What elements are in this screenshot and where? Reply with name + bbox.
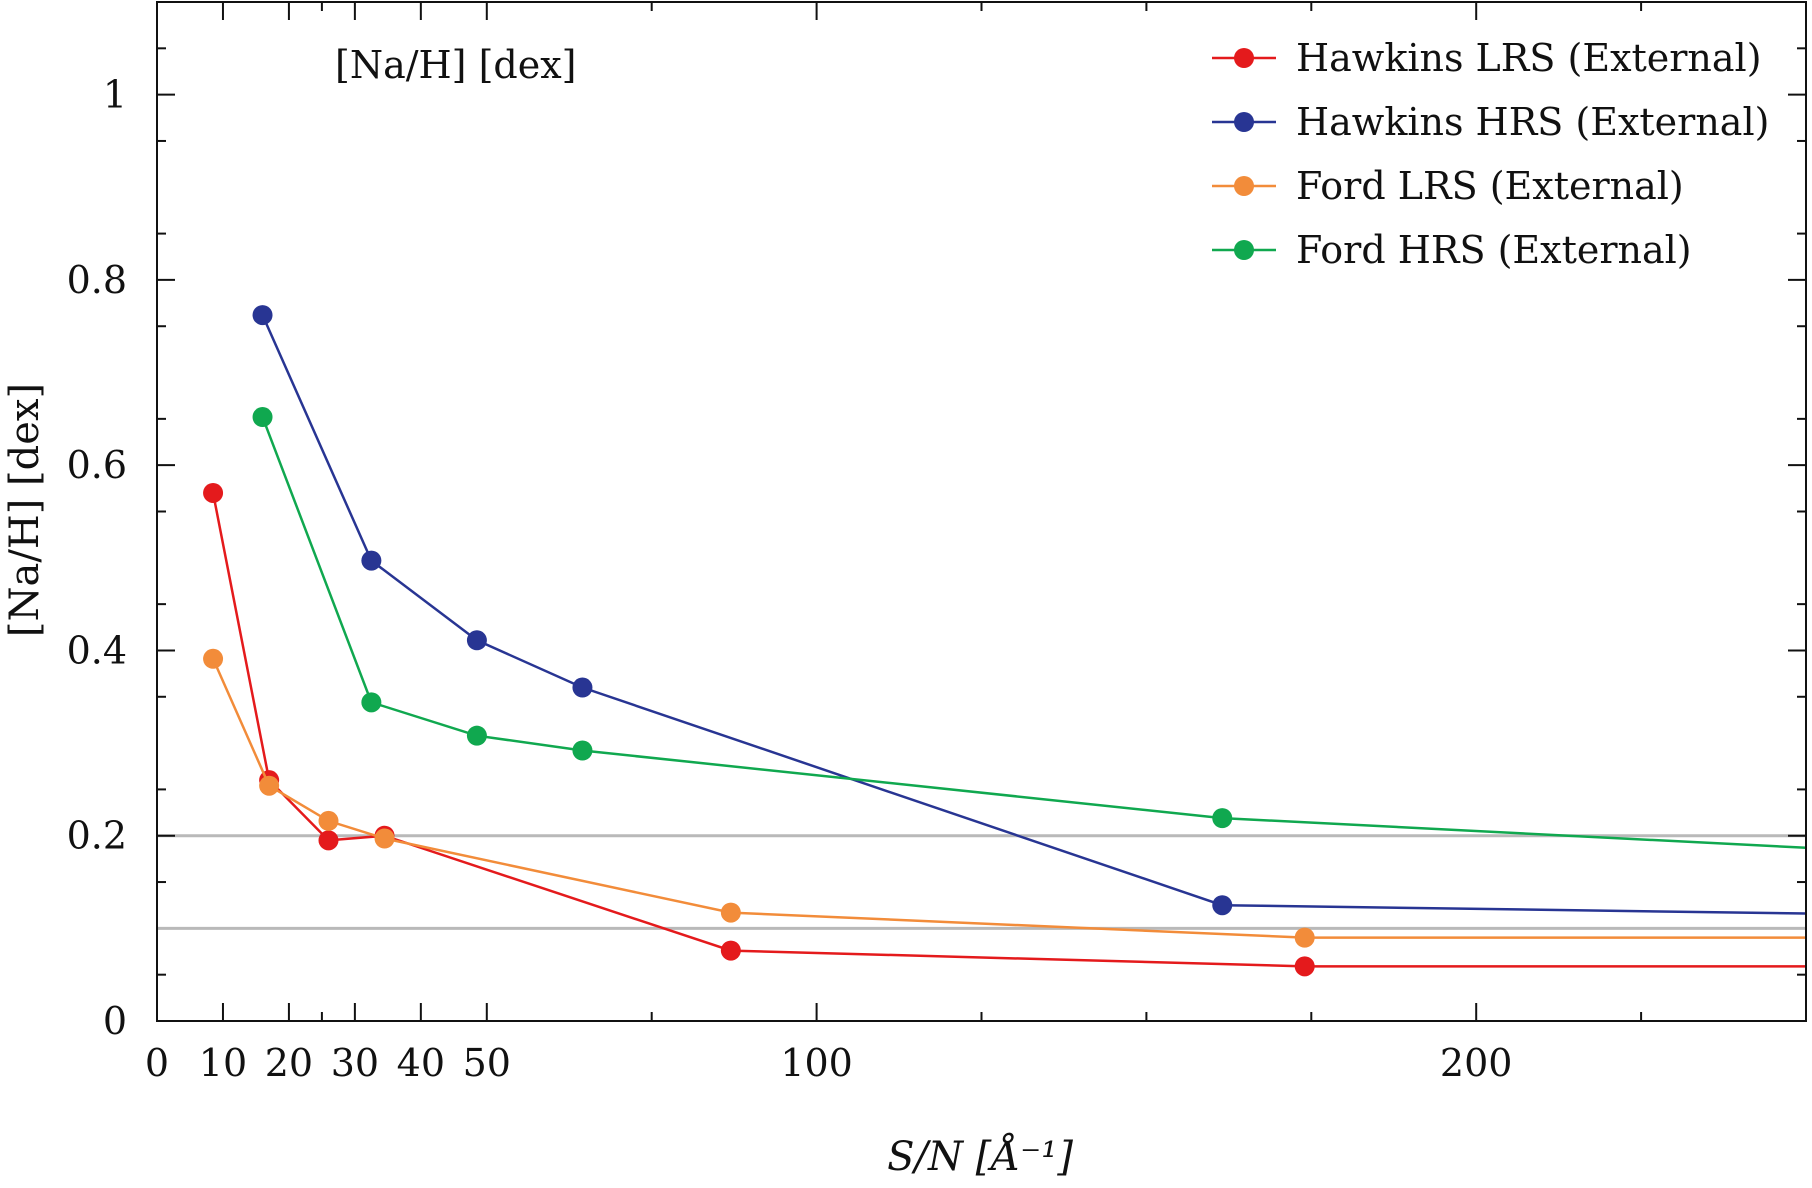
data-point bbox=[1294, 956, 1315, 977]
legend-marker bbox=[1234, 48, 1254, 68]
x-tick-label: 40 bbox=[397, 1041, 445, 1085]
plot-border bbox=[156, 1, 1807, 1022]
series-line bbox=[261, 314, 1807, 915]
y-axis-title: [Na/H] [dex] bbox=[2, 383, 48, 637]
data-point bbox=[720, 902, 741, 923]
y-tick-label: 0.4 bbox=[67, 628, 127, 672]
legend-label: Ford LRS (External) bbox=[1296, 164, 1684, 208]
legend-item: Hawkins HRS (External) bbox=[1212, 100, 1769, 144]
data-point bbox=[259, 775, 280, 796]
y-tick-label: 0.2 bbox=[67, 814, 127, 858]
legend-item: Hawkins LRS (External) bbox=[1212, 36, 1762, 80]
x-tick-label: 200 bbox=[1440, 1041, 1513, 1085]
inset-title: [Na/H] [dex] bbox=[335, 43, 576, 87]
series-line bbox=[211, 658, 1806, 939]
y-tick-label: 0 bbox=[103, 999, 127, 1043]
axis-tick-labels: 0 10 20 30 40 50 100 200 0 0.2 0.4 0.6 0.8 1 bbox=[67, 73, 1513, 1085]
series-2 bbox=[203, 648, 1806, 948]
data-point bbox=[252, 305, 273, 326]
y-tick-label: 1 bbox=[103, 73, 127, 117]
y-tick-label: 0.8 bbox=[67, 258, 127, 302]
data-point bbox=[361, 692, 382, 713]
legend-label: Ford HRS (External) bbox=[1296, 228, 1692, 272]
data-point bbox=[203, 482, 224, 503]
data-point bbox=[466, 630, 487, 651]
data-point bbox=[1212, 808, 1233, 829]
axis-ticks bbox=[156, 2, 1807, 1022]
data-point bbox=[361, 550, 382, 571]
series-3 bbox=[252, 407, 1807, 850]
legend-label: Hawkins HRS (External) bbox=[1296, 100, 1769, 144]
data-point bbox=[318, 810, 339, 831]
series-line bbox=[211, 492, 1806, 968]
y-tick-label: 0.6 bbox=[67, 443, 127, 487]
x-tick-label: 30 bbox=[331, 1041, 379, 1085]
legend-label: Hawkins LRS (External) bbox=[1296, 36, 1762, 80]
legend-item: Ford LRS (External) bbox=[1212, 164, 1684, 208]
x-tick-label: 50 bbox=[463, 1041, 511, 1085]
legend: Hawkins LRS (External) Hawkins HRS (Exter… bbox=[1212, 36, 1769, 272]
data-point bbox=[1212, 895, 1233, 916]
data-point bbox=[252, 407, 273, 428]
reference-lines bbox=[157, 834, 1806, 930]
x-tick-label: 20 bbox=[265, 1041, 313, 1085]
x-tick-label: 100 bbox=[780, 1041, 853, 1085]
data-point bbox=[572, 740, 593, 761]
x-axis-title: S/N [Å⁻¹] bbox=[887, 1133, 1073, 1180]
data-point bbox=[203, 648, 224, 669]
series-line bbox=[261, 416, 1807, 850]
plot-frame bbox=[156, 1, 1807, 1022]
series-layer bbox=[203, 305, 1807, 977]
series-1 bbox=[252, 305, 1807, 916]
legend-item: Ford HRS (External) bbox=[1212, 228, 1692, 272]
series-0 bbox=[203, 482, 1806, 977]
data-point bbox=[572, 677, 593, 698]
data-point bbox=[720, 940, 741, 961]
legend-marker bbox=[1234, 240, 1254, 260]
data-point bbox=[466, 725, 487, 746]
x-tick-label: 10 bbox=[199, 1041, 247, 1085]
x-tick-label: 0 bbox=[145, 1041, 169, 1085]
data-point bbox=[1294, 927, 1315, 948]
legend-marker bbox=[1234, 112, 1254, 132]
legend-marker bbox=[1234, 176, 1254, 196]
data-point bbox=[318, 830, 339, 851]
data-point bbox=[374, 828, 395, 849]
